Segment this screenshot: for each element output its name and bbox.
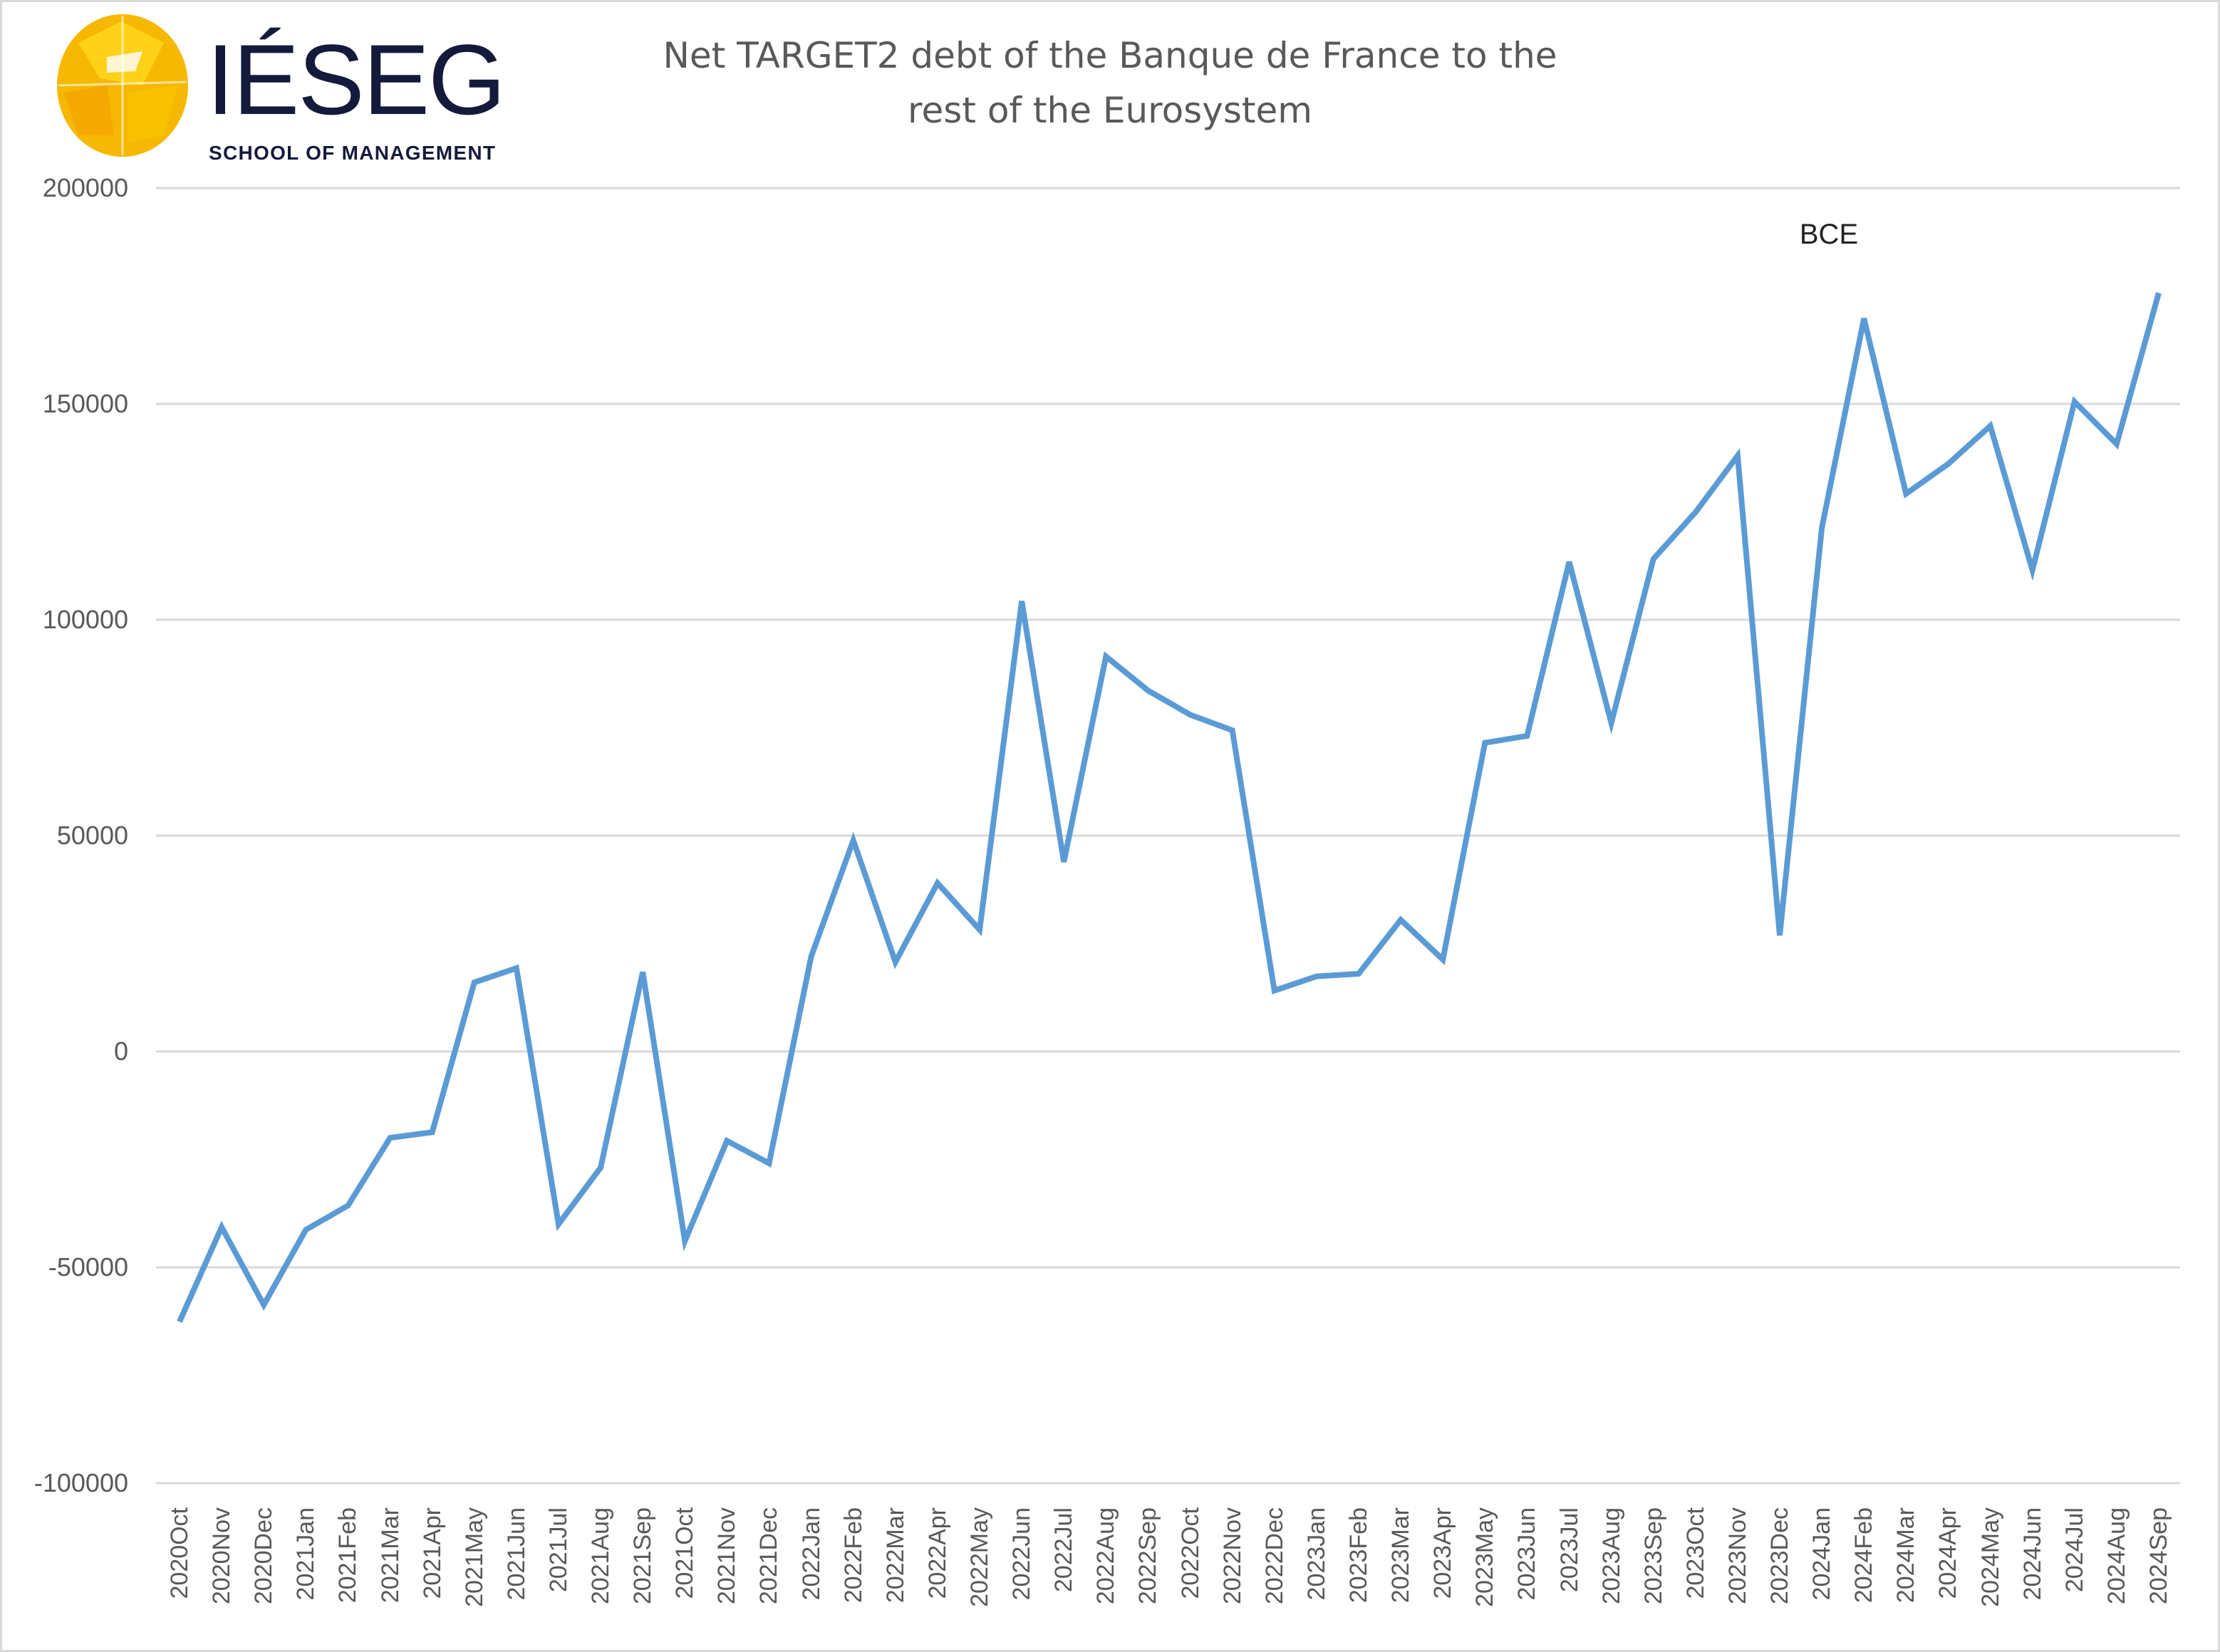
y-tick-label: -50000 [48, 1252, 128, 1282]
series-line [177, 292, 2162, 1323]
y-axis-ticks: -100000 -50000 0 50000 100000 150000 200000 [34, 173, 128, 1497]
logo-subtitle: SCHOOL OF MANAGEMENT [209, 142, 495, 164]
y-tick-label: 100000 [43, 605, 128, 634]
y-tick-label: -100000 [34, 1468, 128, 1497]
logo-wordmark: IÉSEG [207, 24, 504, 135]
y-tick-label: 50000 [57, 821, 128, 850]
annotation-bce: BCE [1800, 219, 1858, 250]
y-tick-label: 0 [114, 1037, 128, 1066]
y-tick-label: 150000 [43, 389, 128, 418]
y-tick-label: 200000 [43, 173, 128, 202]
gridlines [156, 187, 2180, 1485]
chart-title-line-1: Net TARGET2 debt of the Banque de France… [663, 35, 1557, 76]
chart-title-line-2: rest of the Eurosystem [908, 90, 1312, 131]
ieseg-logo: IÉSEG SCHOOL OF MANAGEMENT [57, 14, 506, 164]
logo-globe-icon [57, 14, 188, 157]
series-path [177, 292, 2162, 1323]
